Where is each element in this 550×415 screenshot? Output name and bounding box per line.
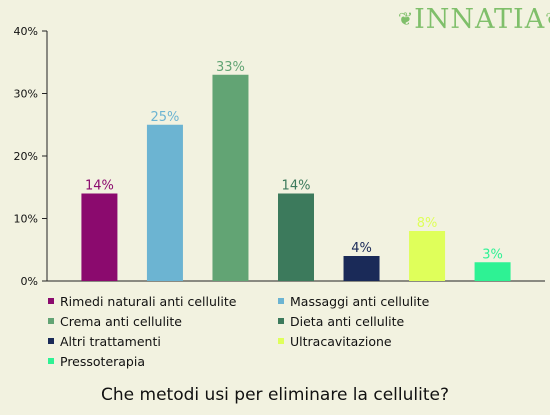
bar: [81, 193, 118, 281]
y-axis: 0% 10% 20% 30% 40%: [14, 25, 48, 288]
bar-value-label: 8%: [417, 216, 438, 231]
chart-legend: Rimedi naturali anti cellulite Massaggi a…: [48, 293, 488, 369]
legend-item: Dieta anti cellulite: [278, 313, 488, 329]
bars: [81, 74, 511, 281]
legend-swatch: [278, 338, 284, 344]
y-tick-label: 10%: [14, 213, 38, 226]
legend-item: Rimedi naturali anti cellulite: [48, 293, 258, 309]
legend-swatch: [48, 338, 54, 344]
bar-value-label: 14%: [85, 179, 114, 194]
bar-value-label: 25%: [150, 110, 179, 125]
logo-right-leaf-icon: ❦: [545, 9, 550, 30]
data-labels: 14% 25% 33% 14% 4% 8% 3%: [85, 60, 503, 263]
legend-item: Pressoterapia: [48, 353, 258, 369]
bar: [278, 193, 314, 281]
y-tick-label: 30%: [14, 88, 38, 101]
legend-label: Rimedi naturali anti cellulite: [60, 293, 237, 309]
legend-label: Crema anti cellulite: [60, 313, 182, 329]
legend-label: Massaggi anti cellulite: [290, 293, 430, 309]
bar: [409, 231, 446, 281]
bar: [146, 124, 183, 281]
legend-item: Crema anti cellulite: [48, 313, 258, 329]
logo-text: INNATIA: [414, 4, 546, 35]
bar: [474, 262, 511, 281]
legend-swatch: [278, 298, 284, 304]
legend-label: Altri trattamenti: [60, 333, 161, 349]
legend-label: Ultracavitazione: [290, 333, 392, 349]
legend-swatch: [48, 318, 54, 324]
legend-swatch: [48, 298, 54, 304]
innatia-logo: ❦INNATIA❦: [398, 4, 550, 35]
legend-swatch: [278, 318, 284, 324]
bar-chart: 0% 10% 20% 30% 40% 14% 25% 33% 14% 4% 8% 3%: [14, 25, 545, 288]
y-tick-label: 40%: [14, 25, 38, 38]
logo-left-leaf-icon: ❦: [398, 9, 415, 30]
legend-item: Ultracavitazione: [278, 333, 488, 349]
legend-item: Massaggi anti cellulite: [278, 293, 488, 309]
bar-value-label: 14%: [282, 179, 311, 194]
bar: [343, 256, 380, 281]
legend-label: Dieta anti cellulite: [290, 313, 405, 329]
bar-value-label: 33%: [216, 60, 245, 75]
bar-value-label: 4%: [351, 241, 372, 256]
legend-label: Pressoterapia: [60, 353, 146, 369]
y-tick-label: 20%: [14, 150, 38, 163]
bar-value-label: 3%: [482, 247, 503, 262]
legend-swatch: [48, 358, 54, 364]
legend-item: Altri trattamenti: [48, 333, 258, 349]
chart-caption: Che metodi usi per eliminare la cellulit…: [101, 385, 449, 405]
bar: [212, 74, 249, 281]
y-tick-label: 0%: [21, 275, 38, 288]
